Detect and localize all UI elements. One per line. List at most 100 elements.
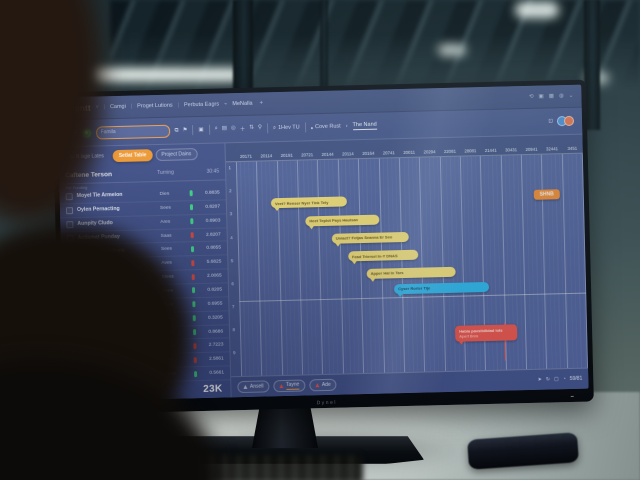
timeline-column-label: 20114 [342,151,354,157]
status-indicator [189,190,193,197]
gantt-bar[interactable]: Uniact? Fetjas Seanna Er Seo [331,231,409,244]
status-indicator [190,246,195,253]
status-indicator [192,329,197,336]
new-item-button[interactable]: SHNB [533,189,560,200]
task-value: 0.8903 [205,218,221,224]
bar-label: Veet? Renser Nyer Tink Tely [274,199,329,206]
task-value: 0.8205 [207,287,223,293]
timeline-column-label: 20164 [362,150,375,157]
timeline-column-label: 20741 [382,150,395,156]
status-indicator [192,301,196,308]
tab-1[interactable]: Setlat Table [112,149,153,163]
tab-2[interactable]: Project Dains [155,148,198,162]
bar-label: Apper Hal In Tars [370,270,404,277]
row-number: 1 [228,165,232,171]
bar-label: Heet Teplot Pays Haulsan [309,217,359,224]
task-status: Saas [160,233,172,239]
triangle-icon [315,383,320,388]
status-indicator [193,370,198,377]
status-indicator [191,273,195,280]
add-icon[interactable]: ＋ [239,126,246,133]
gantt-bar[interactable]: Cyser Rorter Tije [394,281,490,294]
toolbar-divider [304,122,306,133]
search-view-item[interactable]: ⌕ 1Hev TU [272,124,300,132]
row-number: 5 [230,257,234,263]
triangle-icon [243,384,248,389]
breadcrumb-item[interactable]: | Camgi [103,103,126,111]
window-icon[interactable]: ⊡ [548,118,554,125]
globe-icon[interactable]: ◍ [558,93,564,100]
task-value: 2.7223 [208,342,224,349]
task-status: Sees [159,205,171,211]
row-number: 2 [229,188,232,194]
search-input[interactable] [100,127,165,136]
timeline-column-label: 3451 [567,145,578,151]
plan-item[interactable]: ● Cove Rust [310,123,341,131]
window-mullion [584,0,600,130]
gantt-bar[interactable]: Apper Hal In Tars [366,266,456,279]
row-number: 9 [232,350,236,356]
history-icon[interactable]: ⟲ [528,93,534,100]
qr-icon[interactable]: ▣ [198,126,204,134]
status-indicator [193,342,197,350]
timeline-column-label: 20294 [423,149,436,155]
breadcrumb-item-current[interactable]: MeNalla [232,100,253,108]
breadcrumb: | Camgi | Proget Lutions | Perbuta Eagrs [104,101,220,110]
active-view-item[interactable]: The Nand [352,121,377,131]
avatar-orange[interactable] [563,115,575,127]
window-mullion [233,0,253,96]
zoom-icon[interactable]: ⌕ [214,125,218,132]
chevron-right-icon: › [345,123,348,130]
task-value: 2.0065 [206,273,222,279]
apps-icon[interactable]: ▦ [548,93,555,100]
task-value: 0.5661 [209,370,225,376]
bullet-icon: ● [310,124,314,130]
ceiling-light [515,2,559,18]
target-icon[interactable]: ◎ [230,125,236,132]
cursor-icon[interactable]: ➤ [537,376,542,383]
gantt-footer-button[interactable]: Tayne [273,379,306,393]
status-indicator [193,356,197,363]
flag-icon[interactable]: ⚑ [182,126,188,133]
task-status: Aves [161,260,172,267]
task-status: Sees [160,247,173,253]
timeline-column-label: 20191 [280,152,293,159]
breadcrumb-item[interactable]: | Proget Lutions [130,102,173,110]
layers-icon[interactable]: ▢ [553,376,559,383]
status-indicator [191,287,196,294]
breadcrumb-item[interactable]: | Perbuta Eagrs [177,101,220,109]
gantt-footer-button[interactable]: Ansell [237,380,270,394]
gantt-chart: 20171 20114 20191 20721 20144 20114 2016… [225,134,589,398]
status-indicator [190,232,194,239]
link-icon: ⌁ [224,101,228,108]
gantt-footer-button[interactable]: Ade [309,378,337,392]
row-number: 3 [229,211,233,217]
add-tab-button[interactable]: + [259,100,264,107]
page-counter: 59/81 [569,375,583,383]
toolbar-divider [208,124,210,135]
gantt-bar[interactable]: Habia pavsibilidad lots Apert Bros [455,324,517,342]
package-icon[interactable]: ▤ [221,125,228,132]
progress-icon: ◔ [562,376,566,383]
gantt-bar[interactable]: Veet? Renser Nyer Tink Tely [270,196,348,209]
pin-icon[interactable]: ⚲ [257,124,263,131]
column-header-status[interactable]: Turning [157,169,174,177]
sort-icon[interactable]: ⇅ [249,124,254,131]
breadcrumb-separator: | [130,103,133,110]
status-indicator [190,218,194,225]
task-value: 2.8207 [205,231,221,238]
copy-icon[interactable]: ⧉ [174,126,179,134]
shield-icon[interactable]: ▣ [538,93,544,100]
column-header-value[interactable]: 30:45 [206,168,220,175]
bar-label: Fead Triersel In-Y DNAS [351,252,398,260]
refresh-icon[interactable]: ↻ [545,376,551,383]
toolbar-icons-left: ⧉ ⚑ [175,127,188,134]
toolbar-icons-main: ⌕ ▤ ◎ ＋ ⇅ ⚲ [215,124,262,133]
gantt-bar[interactable]: Heet Teplot Pays Haulsan [305,214,380,227]
breadcrumb-separator: | [103,104,106,111]
row-checkbox[interactable] [65,206,74,215]
gantt-bar[interactable]: Fead Triersel In-Y DNAS [347,249,419,262]
breadcrumb-separator: | [177,102,180,109]
ceiling-light-tube [92,68,242,82]
chevron-down-icon[interactable]: ⌄ [568,92,574,99]
